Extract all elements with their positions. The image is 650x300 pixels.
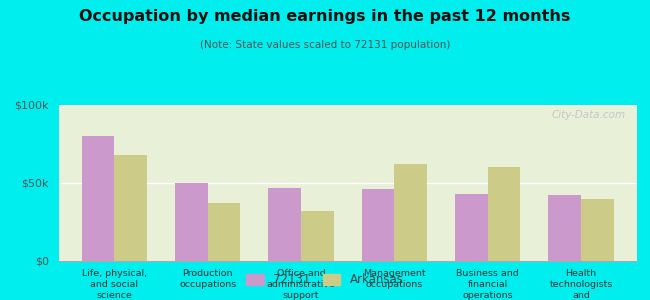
Bar (395, 164, 427, 261)
Bar (175, 183, 208, 261)
Bar (455, 194, 488, 261)
Bar (208, 203, 240, 261)
Text: (Note: State values scaled to 72131 population): (Note: State values scaled to 72131 popu… (200, 40, 450, 50)
Bar (488, 167, 521, 261)
Legend: 72131, Arkansas: 72131, Arkansas (242, 269, 408, 291)
Bar (549, 196, 581, 261)
Bar (362, 189, 395, 261)
Text: Occupation by median earnings in the past 12 months: Occupation by median earnings in the pas… (79, 9, 571, 24)
Bar (301, 211, 333, 261)
Text: City-Data.com: City-Data.com (551, 110, 625, 120)
Bar (581, 199, 614, 261)
Bar (82, 136, 114, 261)
Bar (114, 155, 147, 261)
Bar (268, 188, 301, 261)
